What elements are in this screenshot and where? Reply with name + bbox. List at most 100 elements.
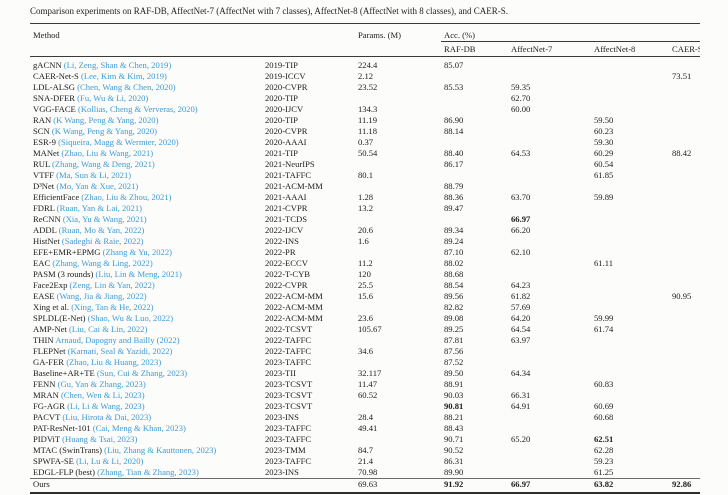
method-citation-link[interactable]: (Li, Zeng, Shan & Chen, 2019) xyxy=(63,60,172,70)
method-citation-link[interactable]: (Zhao, Liu & Wang, 2021) xyxy=(61,148,154,158)
method-citation-link[interactable]: (Liu, Hirota & Dai, 2023) xyxy=(62,412,152,422)
method-cell: EfficientFace (Zhao, Liu & Zhou, 2021) xyxy=(30,192,262,203)
venue-cell: 2021-TIP xyxy=(265,148,298,158)
method-name: LDL-ALSG xyxy=(33,82,78,92)
params-cell: 120 xyxy=(358,269,371,279)
affectnet7-acc-cell: 57.69 xyxy=(511,302,531,312)
method-citation-link[interactable]: (Zhang & Yu, 2022) xyxy=(102,247,172,257)
method-citation-link[interactable]: (Liu, Cai & Lin, 2022) xyxy=(69,324,148,334)
affectnet8-acc-cell xyxy=(591,181,669,192)
method-name: ADDL xyxy=(33,225,59,235)
method-citation-link[interactable]: (Mo, Yan & Xue, 2021) xyxy=(56,181,139,191)
affectnet8-acc-cell: 59.23 xyxy=(594,456,614,466)
affectnet8-acc-cell xyxy=(591,335,669,346)
method-name: SNA-DFER xyxy=(33,93,78,103)
method-cell: EFE+EMR+EPMG (Zhang & Yu, 2022) xyxy=(30,247,262,258)
affectnet7-acc-cell xyxy=(508,467,591,479)
method-citation-link[interactable]: (K Wang, Peng & Yang, 2020) xyxy=(53,115,159,125)
venue-cell: 2022-INS xyxy=(265,236,299,246)
caers-acc-cell xyxy=(669,390,700,401)
col-subheader-empty-venue xyxy=(262,41,355,57)
method-citation-link[interactable]: (Zhang, Wang & Ling, 2022) xyxy=(52,258,153,268)
rafdb-acc-cell: 88.36 xyxy=(444,192,464,202)
rafdb-acc-cell: 89.56 xyxy=(444,291,464,301)
table-row: D³Net (Mo, Yan & Xue, 2021) 2021-ACM-MM … xyxy=(30,181,700,192)
method-citation-link[interactable]: (Li, Li & Wang, 2023) xyxy=(67,401,145,411)
affectnet8-acc-cell xyxy=(591,104,669,115)
caers-acc-cell xyxy=(669,225,700,236)
method-name: ESR-9 xyxy=(33,137,59,147)
method-citation-link[interactable]: (Ruan, Mo & Yan, 2022) xyxy=(58,225,145,235)
method-citation-link[interactable]: (Sun, Cui & Zhang, 2023) xyxy=(96,368,188,378)
table-row: RUL (Zhang, Wang & Deng, 2021) 2021-Neur… xyxy=(30,159,700,170)
method-citation-link[interactable]: (Zhang, Tian & Zhang, 2023) xyxy=(97,467,199,477)
params-cell: 134.3 xyxy=(358,104,378,114)
method-name: FENN xyxy=(33,379,58,389)
method-citation-link[interactable]: (Sadeghi & Raie, 2022) xyxy=(61,236,144,246)
method-citation-link[interactable]: (Zeng, Lin & Yan, 2022) xyxy=(69,280,155,290)
method-citation-link[interactable]: (Huang & Tsai, 2023) xyxy=(62,434,138,444)
affectnet7-acc-cell xyxy=(508,258,591,269)
affectnet7-acc-cell xyxy=(508,236,591,247)
affectnet8-acc-cell: 60.69 xyxy=(594,401,614,411)
params-cell: 15.6 xyxy=(358,291,374,301)
caers-acc-cell xyxy=(669,159,700,170)
params-cell: 28.4 xyxy=(358,412,374,422)
caers-acc-cell xyxy=(669,324,700,335)
method-citation-link[interactable]: (K Wang, Peng & Yang, 2020) xyxy=(51,126,158,136)
venue-cell: 2022-ACM-MM xyxy=(265,302,323,312)
method-citation-link[interactable]: (Fu, Wu & Li, 2020) xyxy=(77,93,149,103)
method-name: CAER-Net-S xyxy=(33,71,81,81)
venue-cell: 2020-CVPR xyxy=(265,126,308,136)
method-citation-link[interactable]: (Liu, Lin & Meng, 2021) xyxy=(95,269,182,279)
method-citation-link[interactable]: (Ruan, Yan & Lai, 2021) xyxy=(56,203,143,213)
method-citation-link[interactable]: (Gu, Yan & Zhang, 2023) xyxy=(57,379,146,389)
method-citation-link[interactable]: (Liu, Zhang & Kauttonen, 2023) xyxy=(104,445,217,455)
venue-cell: 2022-CVPR xyxy=(265,280,308,290)
caers-acc-cell xyxy=(669,192,700,203)
method-citation-link[interactable]: (Zhao, Liu & Huang, 2023) xyxy=(66,357,162,367)
col-header-params: Params. (M) xyxy=(358,30,401,41)
affectnet8-acc-cell: 60.83 xyxy=(594,379,614,389)
affectnet7-acc-cell: 65.20 xyxy=(511,434,531,444)
rafdb-acc-cell: 89.47 xyxy=(444,203,464,213)
method-citation-link[interactable]: (Zhang, Wang & Deng, 2021) xyxy=(52,159,155,169)
params-cell: 11.19 xyxy=(358,115,378,125)
method-citation-link[interactable]: (Li, Lu & Li, 2020) xyxy=(76,456,144,466)
method-citation-link[interactable]: (Xia, Yu & Wang, 2021) xyxy=(62,214,147,224)
table-row: SNA-DFER (Fu, Wu & Li, 2020) 2020-TIP 62… xyxy=(30,93,700,104)
method-name: FLEPNet xyxy=(33,346,68,356)
col-header-affectnet8: AffectNet-8 xyxy=(591,41,669,57)
method-citation-link[interactable]: (Chen, Wen & Li, 2023) xyxy=(60,390,145,400)
method-cell: PACVT (Liu, Hirota & Dai, 2023) xyxy=(30,412,262,423)
affectnet7-acc-cell: 64.34 xyxy=(511,368,531,378)
affectnet8-acc-cell xyxy=(591,247,669,258)
venue-cell: 2022-T-CYB xyxy=(265,269,311,279)
affectnet7-acc-cell xyxy=(508,159,591,170)
caers-acc-cell xyxy=(669,467,700,479)
method-citation-link[interactable]: (Karnati, Seal & Yazidi, 2022) xyxy=(67,346,173,356)
params-cell: 60.52 xyxy=(358,390,378,400)
rafdb-acc-cell: 90.03 xyxy=(444,390,464,400)
method-citation-link[interactable]: (Wang, Jia & Jiang, 2022) xyxy=(56,291,147,301)
affectnet8-acc-cell: 59.89 xyxy=(594,192,614,202)
method-citation-link[interactable]: (Kollias, Cheng & Ververas, 2020) xyxy=(77,104,198,114)
method-cell: AMP-Net (Liu, Cai & Lin, 2022) xyxy=(30,324,262,335)
method-citation-link[interactable]: (Chen, Wang & Chen, 2020) xyxy=(77,82,176,92)
affectnet8-acc-cell xyxy=(591,291,669,302)
method-citation-link[interactable]: (Lee, Kim & Kim, 2019) xyxy=(80,71,167,81)
method-citation-link[interactable]: (Zhao, Liu & Zhou, 2021) xyxy=(81,192,172,202)
method-citation-link[interactable]: (Siqueira, Magg & Wermter, 2020) xyxy=(58,137,179,147)
params-cell xyxy=(355,335,441,346)
affectnet7-acc-cell xyxy=(508,379,591,390)
table-row: PIDViT (Huang & Tsai, 2023) 2023-TAFFC 9… xyxy=(30,434,700,445)
method-citation-link[interactable]: (Ma, Sun & Li, 2021) xyxy=(56,170,132,180)
rafdb-acc-cell: 89.34 xyxy=(444,225,464,235)
caers-acc-cell: 73.51 xyxy=(672,71,692,81)
method-citation-link[interactable]: (Xing, Tan & He, 2022) xyxy=(71,302,154,312)
affectnet8-acc-cell xyxy=(591,302,669,313)
method-citation-link[interactable]: (Cai, Meng & Khan, 2023) xyxy=(92,423,186,433)
method-citation-link[interactable]: (Shao, Wu & Luo, 2022) xyxy=(87,313,174,323)
method-citation-link[interactable]: Arnaud, Dapogny and Bailly (2022) xyxy=(55,335,180,345)
